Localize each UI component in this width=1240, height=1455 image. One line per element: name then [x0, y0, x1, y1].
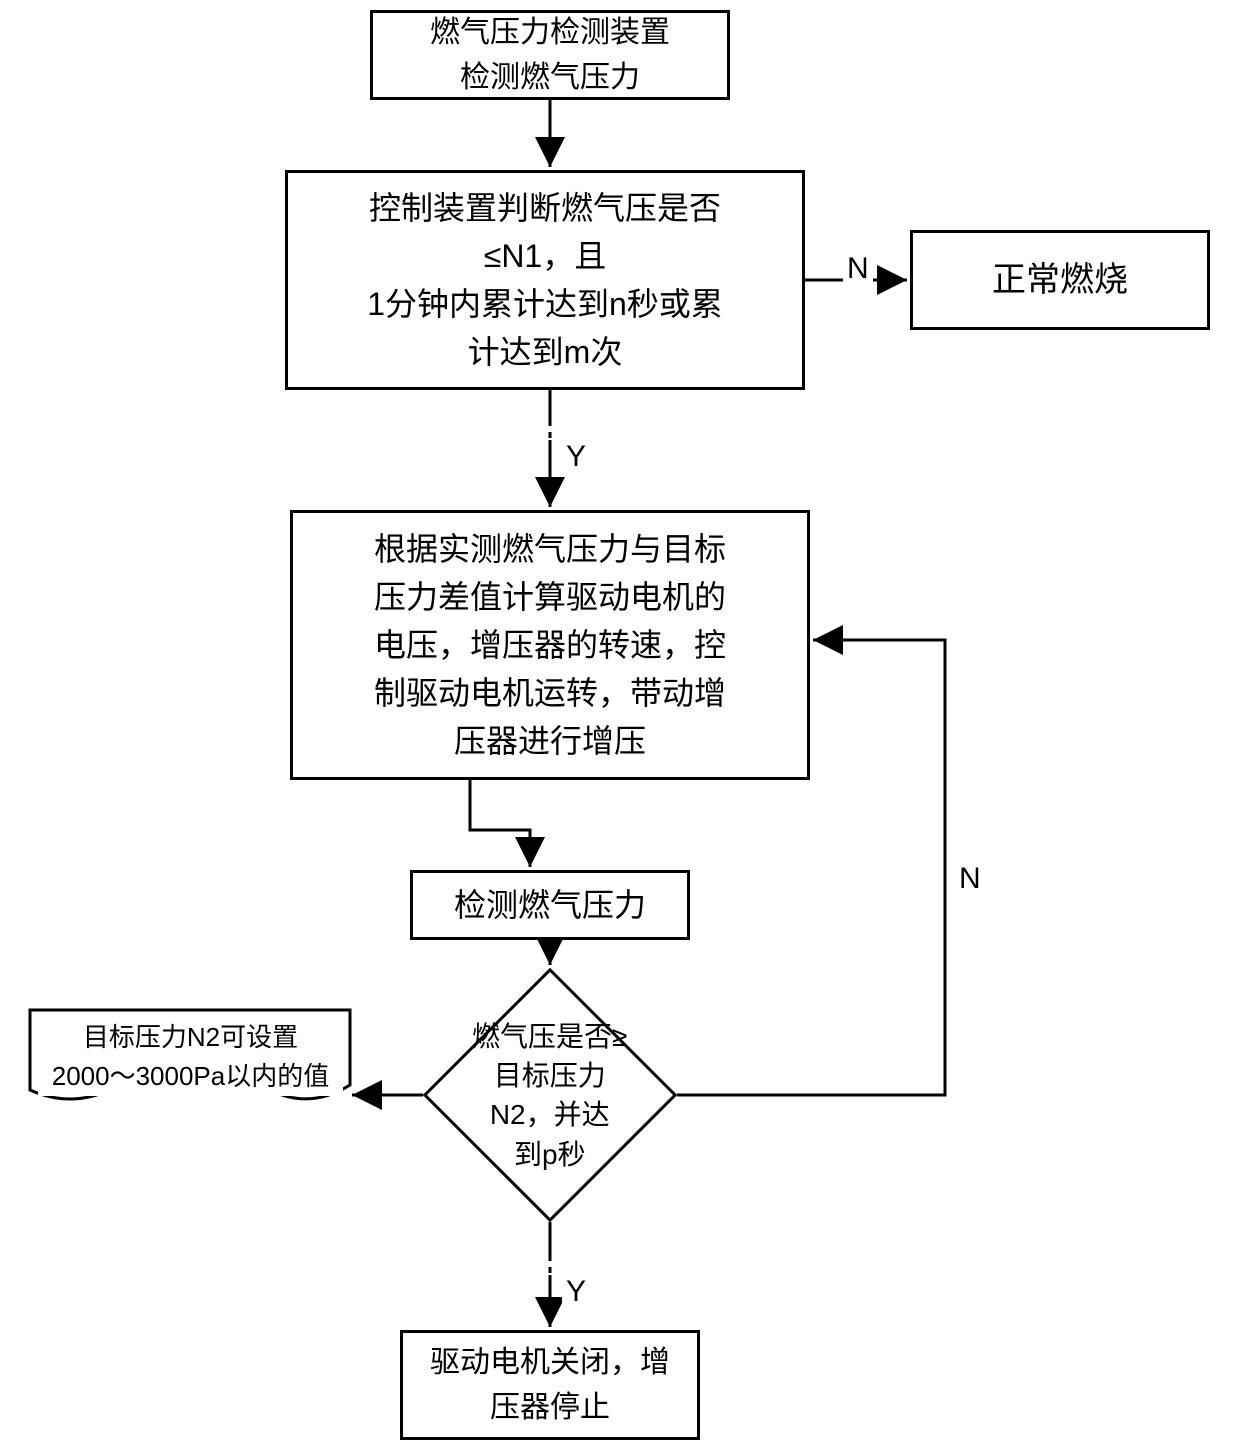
- edge-label-n1: N: [843, 252, 873, 286]
- node-note: 目标压力N2可设置 2000～3000Pa以内的值: [38, 1018, 343, 1096]
- node-end: 驱动电机关闭，增 压器停止: [400, 1330, 700, 1440]
- node-start-text: 燃气压力检测装置 检测燃气压力: [430, 10, 670, 100]
- node-end-text: 驱动电机关闭，增 压器停止: [430, 1340, 670, 1430]
- node-normal: 正常燃烧: [910, 230, 1210, 330]
- node-decision2: 燃气压是否≥ 目标压力N2，并达 到p秒: [423, 968, 678, 1223]
- node-decision2-text: 燃气压是否≥ 目标压力N2，并达 到p秒: [472, 1021, 627, 1170]
- edge-label-y1: Y: [562, 440, 590, 474]
- node-calc: 根据实测燃气压力与目标 压力差值计算驱动电机的 电压，增压器的转速，控 制驱动电…: [290, 510, 810, 780]
- node-calc-text: 根据实测燃气压力与目标 压力差值计算驱动电机的 电压，增压器的转速，控 制驱动电…: [374, 525, 726, 765]
- node-note-text: 目标压力N2可设置 2000～3000Pa以内的值: [52, 1022, 329, 1091]
- edge-label-n2: N: [955, 862, 985, 896]
- node-detect2: 检测燃气压力: [410, 870, 690, 940]
- node-start: 燃气压力检测装置 检测燃气压力: [370, 10, 730, 100]
- node-decision1: 控制装置判断燃气压是否 ≤N1，且 1分钟内累计达到n秒或累 计达到m次: [285, 170, 805, 390]
- node-detect2-text: 检测燃气压力: [454, 881, 646, 929]
- node-decision1-text: 控制装置判断燃气压是否 ≤N1，且 1分钟内累计达到n秒或累 计达到m次: [367, 184, 723, 376]
- edge-label-y2: Y: [562, 1275, 590, 1309]
- node-normal-text: 正常燃烧: [992, 255, 1128, 306]
